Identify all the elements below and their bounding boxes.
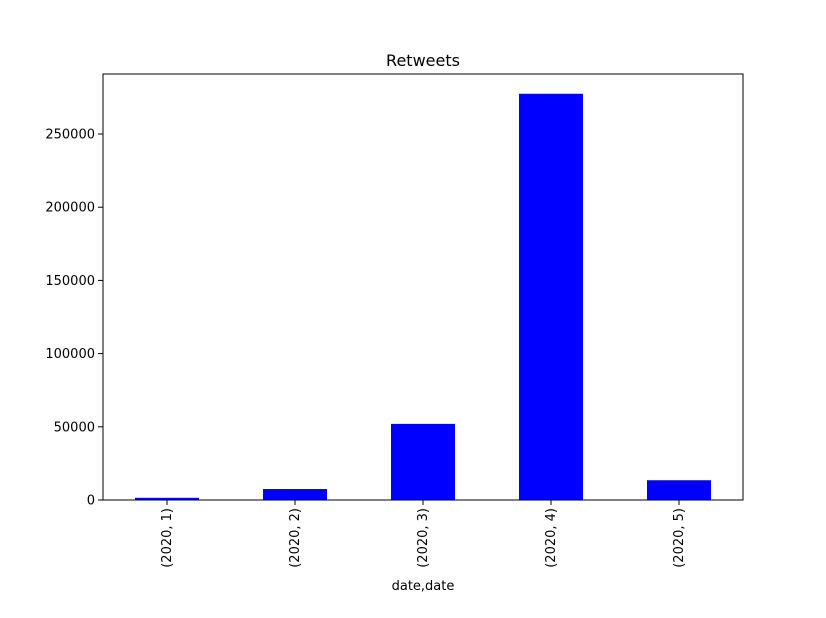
y-tick-label: 0 [87,494,95,509]
bar-3 [391,423,455,500]
y-tick-label: 250000 [45,128,95,143]
x-tick-label: (2020, 5) [672,508,687,568]
bar-5 [647,480,711,500]
bar-4 [519,93,583,501]
y-tick-label: 150000 [45,274,95,289]
x-tick-label: (2020, 4) [544,508,559,568]
x-axis-label: date,date [392,579,455,594]
x-tick-label: (2020, 1) [160,508,175,568]
y-tick-label: 50000 [54,420,95,435]
bar-1 [135,497,199,500]
bar-2 [263,489,327,500]
plot-frame [102,73,744,501]
y-axis: 0 50000 100000 150000 200000 250000 [45,128,103,509]
x-tick-label: (2020, 2) [288,508,303,568]
chart-title: Retweets [386,51,460,70]
x-tick-label: (2020, 3) [416,508,431,568]
y-tick-label: 200000 [45,201,95,216]
y-tick-label: 100000 [45,347,95,362]
bars-layer [135,93,711,501]
x-axis: (2020, 1) (2020, 2) (2020, 3) (2020, 4) (202… [160,500,687,568]
